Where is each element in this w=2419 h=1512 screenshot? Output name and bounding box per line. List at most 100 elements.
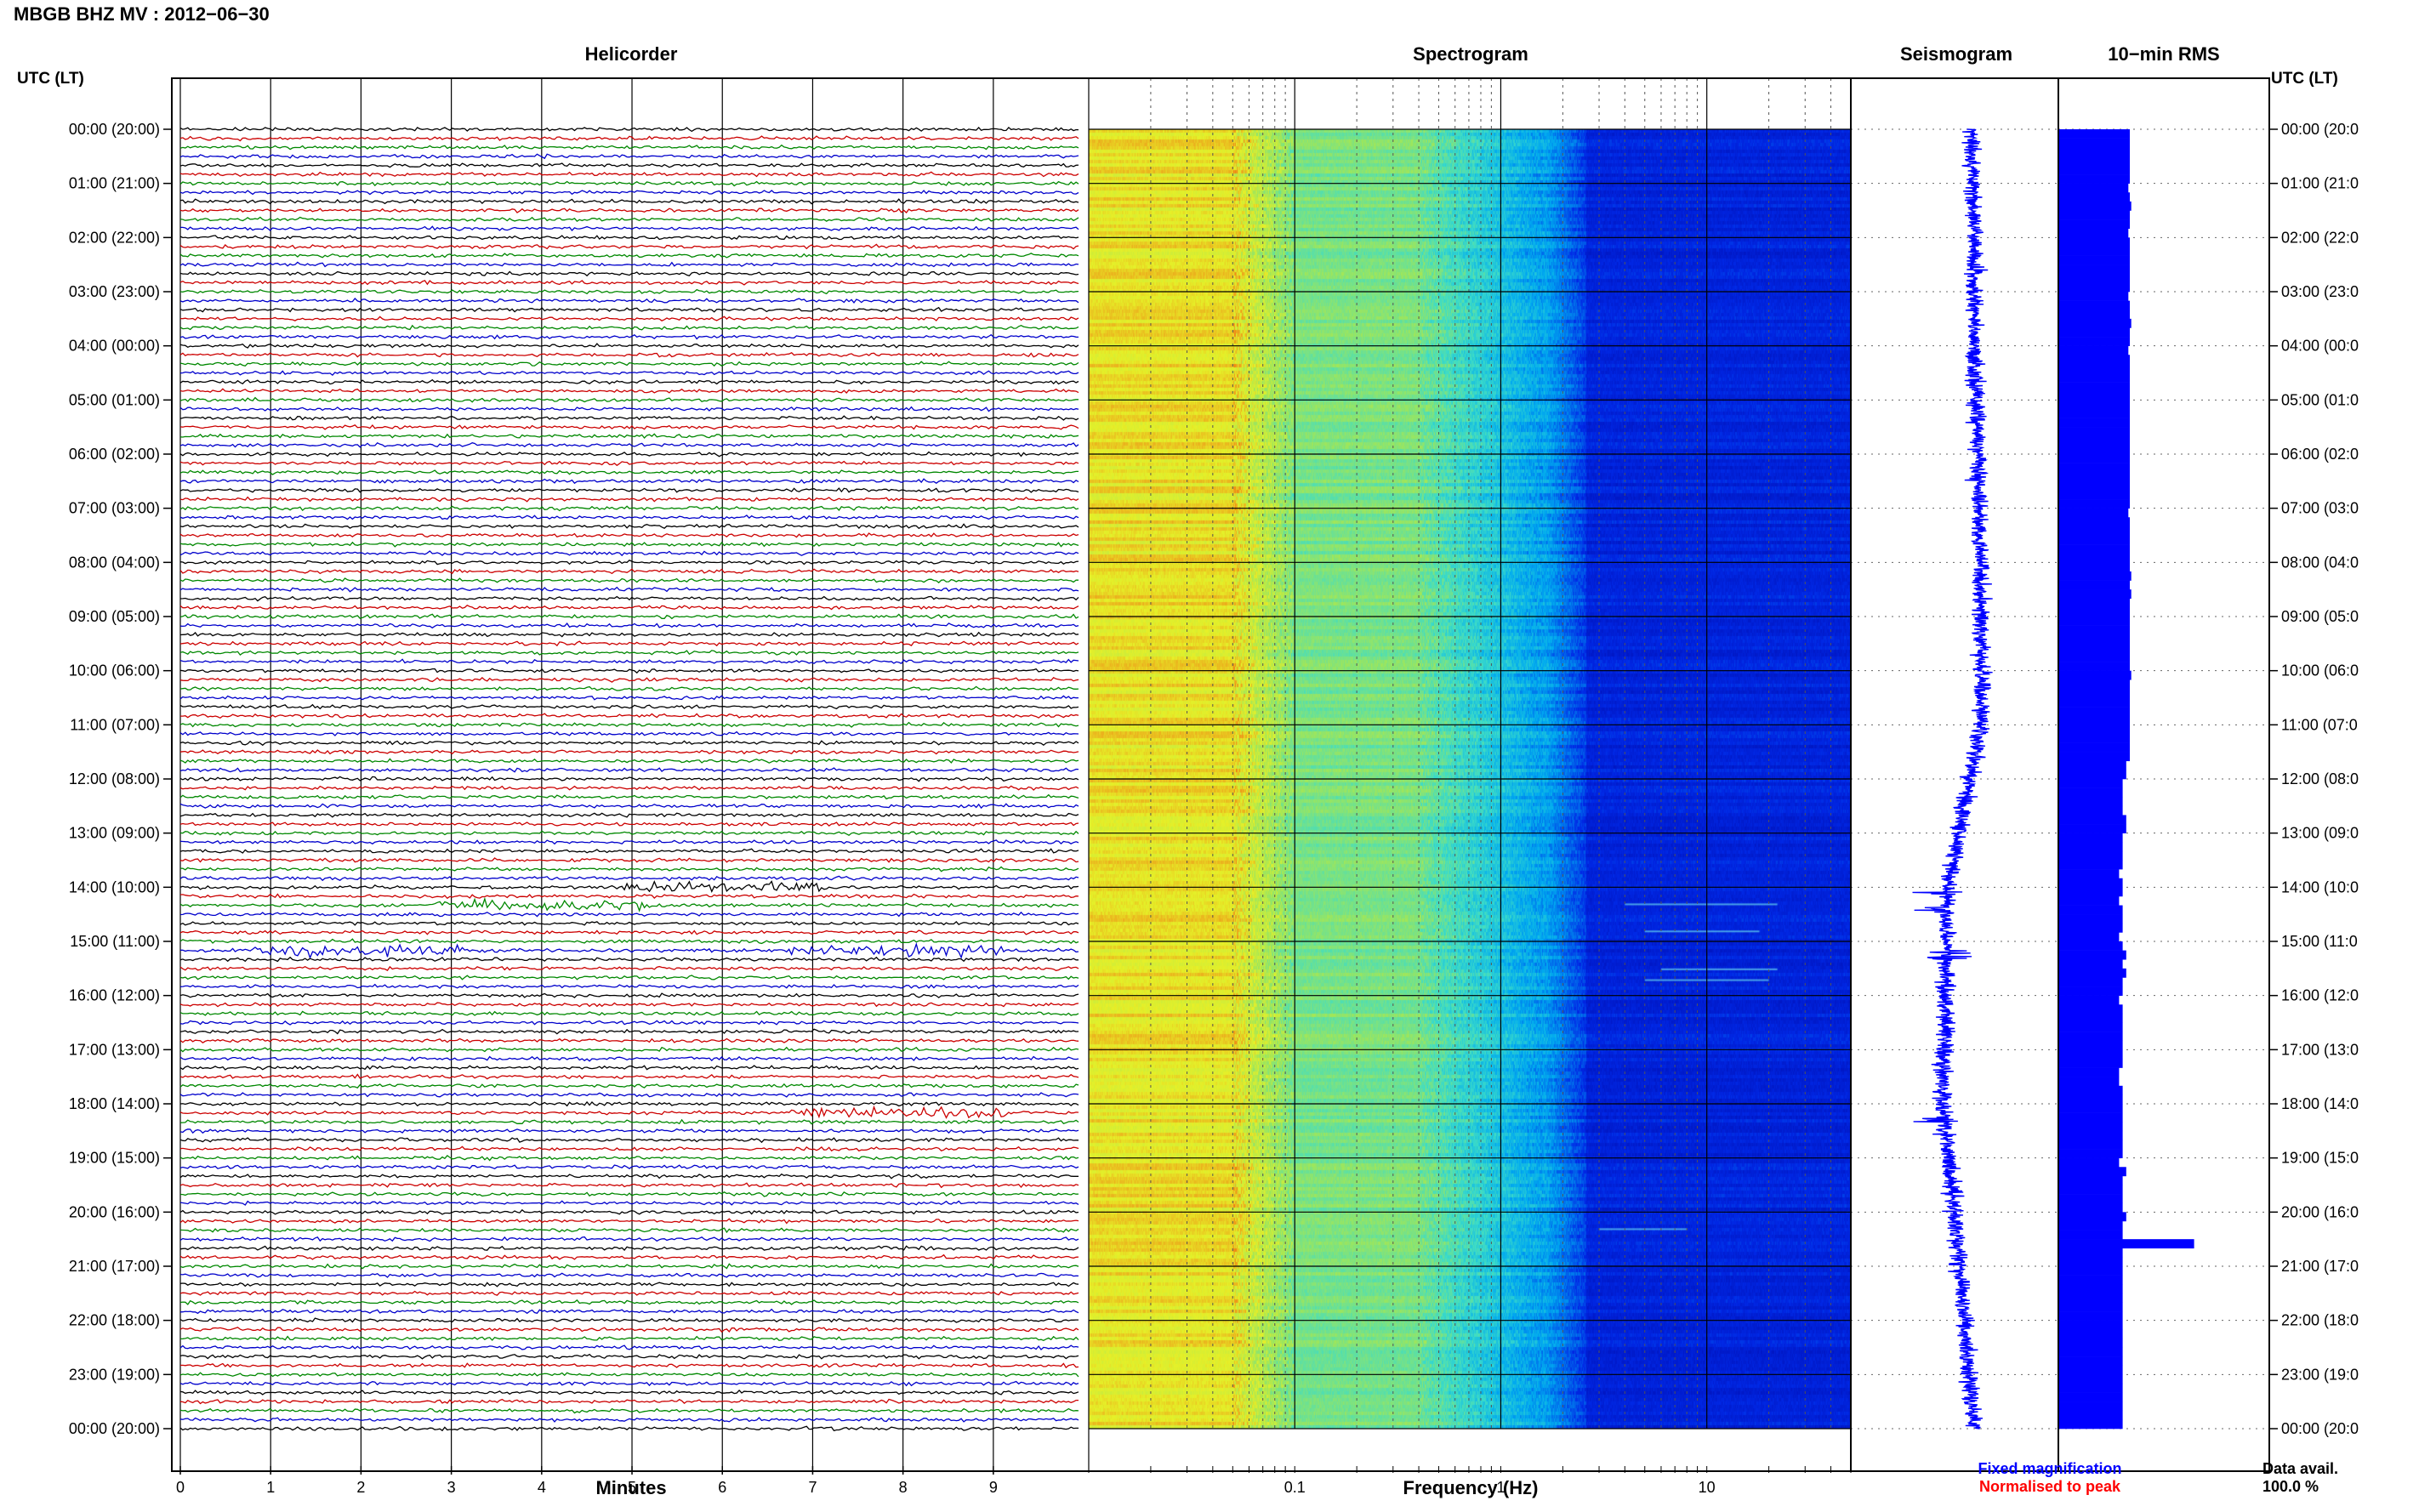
helicorder-trace [179,1065,1079,1071]
rms-bar [2058,607,2130,617]
rms-bar [2058,480,2130,491]
hour-label-right: 00:00 (20:0 [2281,1420,2359,1437]
helicorder-trace [179,1200,1079,1206]
rms-bar [2058,715,2130,725]
rms-bar [2058,634,2130,645]
helicorder-trace [179,758,1079,764]
rms-bar [2058,1004,2123,1015]
rms-bar [2058,174,2130,184]
minute-tick-label: 7 [808,1479,817,1496]
helicorder-panel [179,78,1079,1471]
rms-bar [2058,941,2123,951]
rms-bar [2058,1194,2123,1204]
rms-bar [2058,1311,2123,1321]
hour-label-left: 02:00 (22:00) [69,229,160,246]
rms-bar [2058,707,2130,717]
helicorder-trace [179,171,1079,178]
frequency-axis-label: Frequency (Hz) [1403,1477,1539,1498]
hour-label-left: 08:00 (04:00) [69,554,160,571]
hour-label-left: 07:00 (03:00) [69,500,160,517]
rms-bar [2058,580,2130,590]
rms-bar [2058,779,2123,788]
rms-bar [2058,1157,2120,1168]
helicorder-trace [179,703,1079,710]
rms-bar [2058,490,2130,500]
rms-bar [2058,824,2126,833]
rms-bar [2058,950,2126,960]
rms-bar [2058,1112,2123,1123]
helicorder-trace [179,1335,1079,1342]
helicorder-trace [179,1236,1079,1242]
rms-bar [2058,310,2130,320]
rms-bar [2058,1104,2123,1113]
rms-bar [2058,1419,2123,1430]
minute-tick-label: 1 [266,1479,275,1496]
helicorder-trace [179,378,1079,385]
helicorder-trace [179,767,1079,773]
helicorder-trace [179,1389,1079,1395]
rms-bar [2058,850,2123,861]
rms-bar [2058,1320,2123,1330]
rms-bar [2058,1347,2123,1357]
rms-bar [2058,382,2130,392]
helicorder-trace [179,1218,1079,1225]
helicorder-trace [179,162,1079,168]
rms-bar [2058,878,2123,888]
helicorder-trace [179,451,1079,458]
hour-label-left: 09:00 (05:00) [69,608,160,625]
helicorder-trace [179,270,1079,277]
helicorder-trace [179,1317,1079,1323]
rms-bar [2058,571,2132,581]
rms-bar [2058,842,2123,852]
helicorder-trace [179,1118,1079,1125]
hour-label-left: 00:00 (20:00) [69,121,160,138]
hour-label-right: 06:00 (02:0 [2281,446,2359,463]
helicorder-trace [179,442,1079,448]
rms-panel [2058,128,2269,1430]
helicorder-trace [179,243,1079,250]
helicorder-trace [179,1263,1079,1270]
rms-bar [2058,544,2130,554]
rms-bar [2058,662,2130,671]
hour-label-left: 21:00 (17:00) [69,1258,160,1275]
helicorder-trace [179,1002,1079,1008]
rms-bar [2058,1067,2120,1077]
rms-bar [2058,670,2132,680]
rms-bar [2058,1032,2123,1042]
rms-bar [2058,1401,2123,1412]
helicorder-trace [179,793,1079,800]
hour-label-right: 20:00 (16:0 [2281,1203,2359,1220]
rms-bar [2058,535,2130,545]
helicorder-trace [179,658,1079,665]
spectrogram-panel [1088,78,1852,1429]
helicorder-trace [179,1055,1079,1062]
helicorder-trace [179,875,1079,882]
hour-label-left: 06:00 (02:00) [69,446,160,463]
rms-bar [2058,869,2120,879]
helicorder-trace [179,577,1079,583]
helicorder-trace [179,288,1079,295]
helicorder-trace [179,785,1079,791]
rms-bar [2058,355,2130,365]
rms-bar [2058,995,2120,1005]
rms-bar [2058,318,2132,328]
rms-bar [2058,787,2123,798]
hour-label-left: 20:00 (16:00) [69,1203,160,1220]
helicorder-trace [179,1227,1079,1234]
minute-tick-label: 8 [899,1479,908,1496]
helicorder-trace [179,406,1079,412]
helicorder-trace [179,514,1079,520]
hour-label-left: 03:00 (23:00) [69,283,160,300]
rms-bar [2058,282,2130,293]
rms-bar [2058,435,2130,446]
rms-bar [2058,742,2130,753]
rms-bar [2058,652,2130,662]
rms-bar [2058,1257,2123,1267]
hour-label-left: 19:00 (15:00) [69,1150,160,1167]
helicorder-trace [179,879,1079,894]
rms-bar [2058,589,2132,600]
helicorder-trace [179,532,1079,538]
utc-lt-right-label: UTC (LT) [2271,70,2338,88]
hour-label-left: 00:00 (20:00) [69,1420,160,1437]
helicorder-trace [179,695,1079,701]
